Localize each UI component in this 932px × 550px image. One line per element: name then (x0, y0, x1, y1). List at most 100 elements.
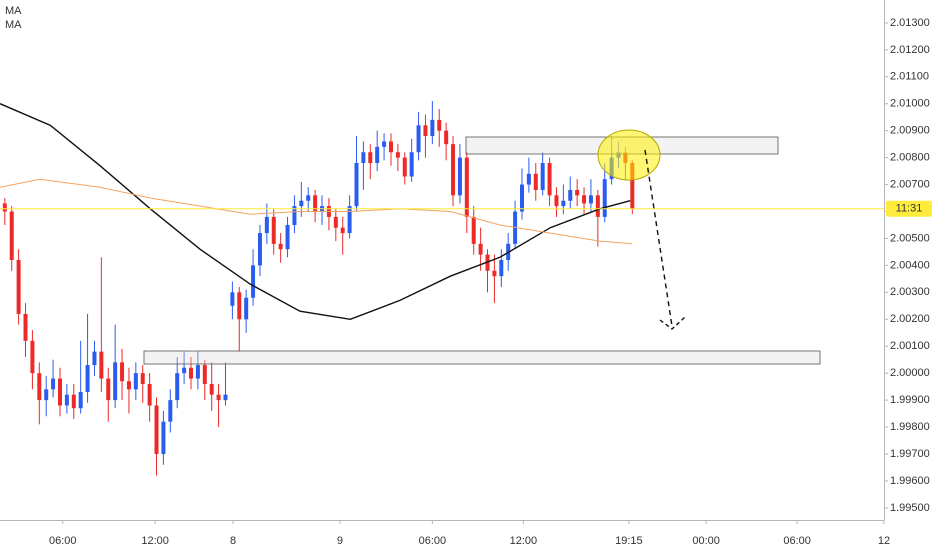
candle-body (57, 378, 62, 406)
y-tick-label: 1.99500 (890, 502, 930, 514)
candle-body (37, 373, 42, 401)
candle-body (140, 373, 145, 384)
candle-body (106, 378, 111, 401)
candle-body (368, 152, 373, 164)
candle-body (51, 378, 56, 390)
legend-entry: MA (5, 5, 22, 17)
legend-entry: MA (5, 19, 22, 31)
candle-body (133, 373, 138, 390)
candle-body (347, 206, 352, 234)
candle-body (451, 144, 456, 196)
candle-body (216, 394, 221, 401)
candle-body (526, 173, 531, 185)
y-tick-label: 2.00900 (890, 125, 930, 137)
candle-body (71, 394, 76, 409)
candle-body (154, 405, 159, 454)
candle-body (271, 216, 276, 244)
candle-body (230, 292, 235, 306)
candle-body (582, 195, 587, 204)
candle-body (561, 200, 566, 207)
candle-body (223, 394, 228, 401)
x-tick-label: 06:00 (419, 535, 447, 547)
candle-body (595, 195, 600, 217)
candle-body (92, 351, 97, 366)
candle-body (244, 297, 249, 320)
x-tick-label: 12:00 (510, 535, 538, 547)
candle-body (126, 381, 131, 390)
candle-body (202, 365, 207, 384)
y-tick-label: 2.00700 (890, 178, 930, 190)
x-tick-label: 12 (878, 535, 890, 547)
x-tick-label: 12:00 (141, 535, 169, 547)
candle-body (333, 216, 338, 228)
candle-body (430, 119, 435, 137)
candle-body (388, 141, 393, 153)
moving-average-line (0, 178, 633, 245)
candle-body (313, 195, 318, 212)
candle-body (30, 340, 35, 374)
candle-body (630, 163, 635, 209)
y-tick-label: 1.99600 (890, 475, 930, 487)
y-tick-label: 1.99800 (890, 421, 930, 433)
x-tick-label: 8 (230, 535, 236, 547)
candle-body (64, 394, 69, 406)
candle-body (113, 362, 118, 401)
y-tick-label: 1.99900 (890, 394, 930, 406)
candle-body (257, 233, 262, 266)
candle-body (161, 421, 166, 454)
candle-body (23, 313, 28, 341)
candle-body (382, 141, 387, 147)
candle-body (285, 224, 290, 250)
candle-body (278, 243, 283, 250)
y-tick-label: 2.00000 (890, 367, 930, 379)
candle-body (306, 195, 311, 201)
candle-body (147, 383, 152, 406)
current-price-label-bg (886, 200, 932, 217)
candle-body (471, 216, 476, 244)
x-tick-label: 06:00 (783, 535, 811, 547)
y-tick-label: 2.01000 (890, 98, 930, 110)
candle-body (340, 227, 345, 234)
candle-body (195, 365, 200, 379)
candle-body (99, 351, 104, 379)
moving-average-line (0, 103, 631, 321)
candle-body (602, 179, 607, 217)
candle-body (251, 265, 256, 298)
candle-body (2, 203, 7, 212)
candle-body (375, 146, 380, 164)
candle-body (554, 195, 559, 207)
candle-body (395, 152, 400, 158)
x-tick-label: 06:00 (49, 535, 77, 547)
y-tick-label: 1.99700 (890, 448, 930, 460)
candle-body (354, 163, 359, 207)
candle-body (588, 195, 593, 204)
candle-body (264, 216, 269, 234)
candle-body (444, 130, 449, 145)
x-tick-label: 9 (337, 535, 343, 547)
candle-body (540, 163, 545, 190)
candle-body (464, 157, 469, 217)
y-tick-label: 2.00500 (890, 232, 930, 244)
candle-body (519, 184, 524, 212)
candle-body (299, 200, 304, 207)
candle-body (237, 292, 242, 320)
candle-body (120, 362, 125, 382)
y-tick-label: 2.00800 (890, 152, 930, 164)
highlight-ellipse (597, 129, 661, 181)
candle-body (547, 163, 552, 196)
candle-body (175, 373, 180, 401)
candle-body (292, 206, 297, 225)
candle-body (437, 119, 442, 131)
y-tick-label: 2.01200 (890, 44, 930, 56)
candle-body (499, 260, 504, 277)
candle-body (182, 367, 187, 374)
candle-body (478, 243, 483, 255)
candle-body (423, 125, 428, 137)
candle-body (575, 189, 580, 196)
y-tick-label: 2.01300 (890, 17, 930, 29)
support-zone (143, 350, 821, 365)
candle-body (416, 125, 421, 153)
